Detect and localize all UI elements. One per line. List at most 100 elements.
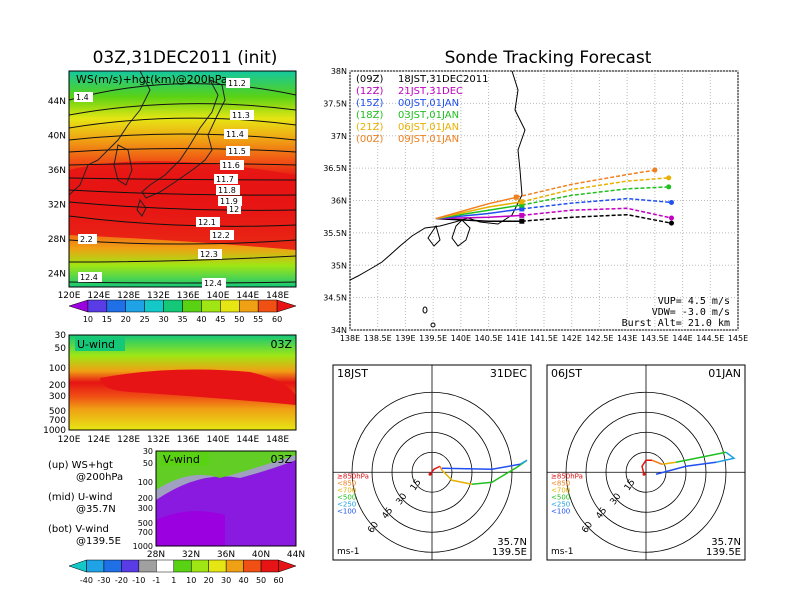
lon-tick: 139.5E [419, 334, 447, 343]
track-descent [521, 177, 669, 203]
lat-tick: 44N [287, 550, 305, 560]
colorbar-label: 55 [253, 315, 263, 324]
p-tick: 200 [138, 494, 153, 503]
hodo-origin [642, 472, 646, 476]
coastline-korea [113, 144, 133, 186]
contour-label-bg [210, 230, 234, 240]
hodo-layer: <850 [337, 479, 356, 487]
colorbar-swatch [68, 559, 87, 573]
colorbar-swatch [138, 559, 157, 573]
contour-label: 12 [229, 205, 239, 214]
burst-marker [519, 218, 525, 224]
contour-label-bg [218, 196, 242, 206]
colorbar-label: 60 [272, 315, 282, 324]
hodo-trace [715, 451, 736, 463]
legend-line: @200hPa [76, 472, 123, 483]
lon-tick: 144E [672, 334, 692, 343]
track-descent [516, 169, 656, 199]
colorbar-swatch [144, 299, 164, 313]
landing-point [666, 184, 672, 190]
colorbar-swatch [86, 559, 105, 573]
contour-label-bg [216, 185, 240, 195]
contour-label: 12.4 [80, 273, 98, 282]
lon-tick: 142.5E [585, 334, 613, 343]
track-descent [521, 186, 669, 206]
hodo-layer: ≥850hPa [551, 472, 583, 480]
contour-label: 11.9 [220, 197, 238, 206]
contour-label: 12.1 [198, 218, 216, 227]
landing-point [668, 199, 674, 205]
contour-label-bg [227, 204, 241, 214]
map-panel: 03Z,31DEC2011 (init) [48, 48, 297, 324]
p-tick: 300 [138, 504, 153, 513]
contour-label: 11.7 [216, 175, 234, 184]
lat-tick: 36N [331, 197, 347, 206]
track-legend-z: (00Z) [356, 134, 383, 145]
contour-label-bg [220, 160, 244, 170]
colorbar-label: 1 [171, 576, 176, 585]
hodo-origin [428, 472, 432, 476]
colorbar-swatch [190, 559, 209, 573]
hodo-ring [371, 411, 493, 533]
vdw-text: VDW= -3.0 m/s [652, 307, 730, 318]
track-ascent [435, 208, 522, 220]
colorbar-label: 50 [256, 576, 266, 585]
colorbar-label: 60 [273, 576, 283, 585]
contour-label-bg [224, 129, 248, 139]
burst-marker [519, 199, 525, 205]
contour-label: 12.3 [200, 250, 218, 259]
lon-tick: 140E [207, 435, 230, 445]
coastline-japan [141, 79, 226, 199]
colorbar-label: -1 [152, 576, 160, 585]
lon-tick: 144E [236, 291, 259, 301]
lon-tick: 128E [117, 291, 140, 301]
hodo-ring [391, 431, 473, 513]
track-legend-z: (15Z) [356, 98, 383, 109]
hodo-lat: 35.7N [497, 537, 527, 548]
vup-text: VUP= 4.5 m/s [658, 296, 730, 307]
lat-tick: 40N [252, 550, 270, 560]
lon-tick: 142E [562, 334, 582, 343]
jet-core [69, 161, 296, 250]
hodo-date: 31DEC [490, 367, 527, 380]
colorbar-swatch [276, 299, 297, 313]
colorbar-swatch [163, 299, 183, 313]
lon-tick: 141E [506, 334, 526, 343]
contour-label: 11.5 [228, 147, 246, 156]
hodo-layer: ≥850hPa [337, 472, 369, 480]
map-title: 03Z,31DEC2011 (init) [93, 48, 278, 68]
colorbar-label: -40 [80, 576, 93, 585]
burst-marker [513, 194, 519, 200]
hodo-lat: 35.7N [711, 537, 741, 548]
uwind-time: 03Z [270, 338, 292, 351]
lon-tick: 148E [266, 291, 289, 301]
track-legend-time: 03JST,01JAN [398, 110, 459, 121]
lat-tick: 35N [331, 261, 347, 270]
hodo-date: 01JAN [708, 367, 741, 380]
lon-tick: 132E [147, 291, 170, 301]
track-panel: Sonde Tracking Forecast (09Z) 18JST,31DEC… [323, 48, 748, 343]
colorbar-label: -20 [115, 576, 128, 585]
map-lat-ticks: 44N 40N 36N 32N 28N 24N [48, 97, 66, 280]
track-legend-z: (09Z) [356, 74, 383, 85]
lat-tick: 24N [48, 270, 66, 280]
vwind-lat-ticks: 28N 32N 36N 40N 44N [147, 550, 305, 560]
lat-tick: 32N [182, 550, 200, 560]
colorbar-swatch [225, 559, 244, 573]
hodo-trace [655, 461, 717, 475]
p-tick: 200 [49, 381, 66, 391]
contour-label-bg [202, 278, 226, 288]
track-descent [521, 207, 672, 219]
lat-tick: 32N [48, 201, 66, 211]
contour-label: 11.8 [218, 186, 236, 195]
p-tick: 500 [49, 407, 66, 417]
lon-tick: 141.5E [530, 334, 558, 343]
hodo-layer: <250 [337, 500, 356, 508]
hodo-unit: ms-1 [337, 547, 359, 557]
hodo-ring [585, 411, 707, 533]
contour-label-bg [196, 217, 220, 227]
lat-tick: 36.5N [323, 164, 347, 173]
coastline-china [69, 71, 151, 196]
